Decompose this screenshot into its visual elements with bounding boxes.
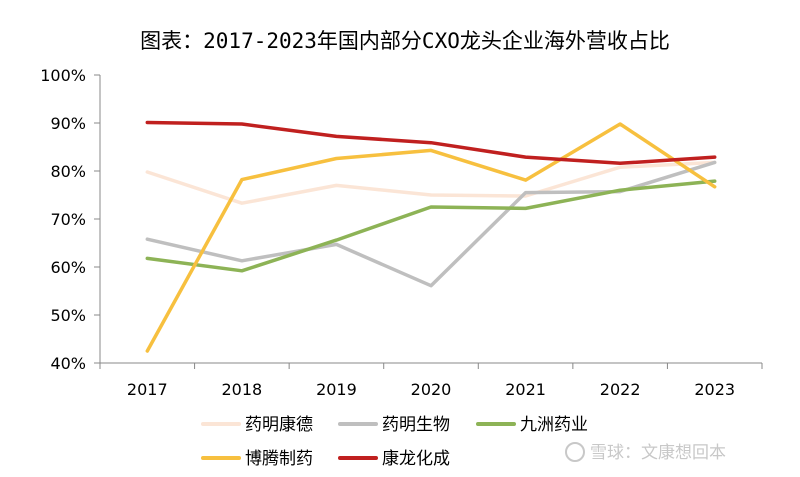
series-line-5 bbox=[145, 120, 717, 166]
x-tick-label: 2017 bbox=[127, 380, 168, 399]
x-tick-label: 2023 bbox=[694, 380, 735, 399]
series-line-1 bbox=[145, 160, 717, 205]
series-line-2 bbox=[145, 160, 717, 288]
legend-label: 康龙化成 bbox=[382, 449, 450, 469]
x-tick-label: 2019 bbox=[316, 380, 357, 399]
legend-label: 博腾制药 bbox=[245, 449, 313, 469]
watermark: 雪球：文康想回本 bbox=[565, 442, 726, 463]
axes: 40% 50% 60% 70% 80% 90% 100% 2017 2018 2019 2020 20… bbox=[40, 66, 763, 399]
x-tick-label: 2021 bbox=[505, 380, 546, 399]
x-tick-label: 2022 bbox=[600, 380, 641, 399]
legend-label: 药明生物 bbox=[382, 415, 450, 435]
y-tick-label: 80% bbox=[50, 162, 86, 181]
y-tick-label: 40% bbox=[50, 354, 86, 373]
legend-label: 药明康德 bbox=[245, 415, 313, 435]
series-line-4 bbox=[145, 122, 717, 353]
x-tick-label: 2018 bbox=[221, 380, 262, 399]
watermark-text: 雪球：文康想回本 bbox=[590, 443, 726, 463]
y-tick-label: 70% bbox=[50, 210, 86, 229]
series-lines bbox=[145, 120, 717, 353]
series-line-3 bbox=[145, 179, 717, 273]
x-tick-label: 2020 bbox=[411, 380, 452, 399]
snowball-logo-icon bbox=[565, 442, 585, 462]
y-tick-label: 90% bbox=[50, 114, 86, 133]
legend-label: 九洲药业 bbox=[520, 415, 588, 435]
y-tick-label: 100% bbox=[40, 66, 86, 85]
chart-title: 图表：2017-2023年国内部分CXO龙头企业海外营收占比 bbox=[140, 29, 670, 53]
y-tick-label: 50% bbox=[50, 306, 86, 325]
y-tick-label: 60% bbox=[50, 258, 86, 277]
